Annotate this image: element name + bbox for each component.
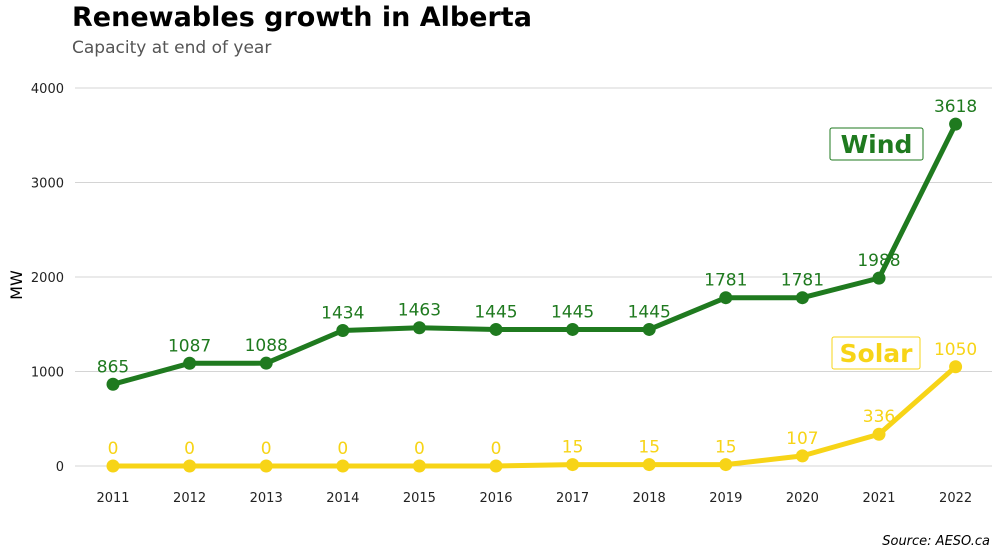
y-tick-label: 1000 <box>31 366 64 381</box>
data-label: 1781 <box>704 271 747 291</box>
data-label: 865 <box>97 357 129 377</box>
series-line-solar <box>110 364 959 469</box>
data-label: 1445 <box>474 302 517 322</box>
data-point <box>719 291 733 305</box>
chart-title: Renewables growth in Alberta <box>72 2 532 33</box>
data-point <box>259 356 273 370</box>
data-point <box>642 458 656 472</box>
data-point <box>183 459 197 473</box>
data-point <box>259 459 273 473</box>
y-tick-label: 4000 <box>31 82 64 97</box>
data-point <box>872 427 886 441</box>
data-label: 1463 <box>398 301 441 321</box>
x-tick-label: 2017 <box>556 491 589 506</box>
x-tick-label: 2014 <box>326 491 359 506</box>
data-point <box>412 459 426 473</box>
data-point <box>183 356 197 370</box>
data-label: 0 <box>108 439 119 459</box>
data-label: 1445 <box>628 302 671 322</box>
data-point <box>949 117 963 131</box>
data-point <box>106 377 120 391</box>
series-name-label-solar: Solar <box>831 336 921 370</box>
y-tick-label: 3000 <box>31 177 64 192</box>
y-tick-label: 0 <box>56 460 64 475</box>
x-tick-label: 2022 <box>939 491 972 506</box>
data-point <box>949 360 963 374</box>
data-label: 1087 <box>168 336 211 356</box>
x-tick-label: 2011 <box>96 491 129 506</box>
data-label: 15 <box>638 438 660 458</box>
data-label: 1434 <box>321 303 364 323</box>
data-label: 1050 <box>934 340 977 360</box>
data-point <box>872 271 886 285</box>
data-point <box>489 322 503 336</box>
data-label: 3618 <box>934 97 977 117</box>
data-label: 0 <box>261 439 272 459</box>
y-axis-label: MW <box>7 270 26 300</box>
x-tick-label: 2018 <box>633 491 666 506</box>
data-point <box>566 322 580 336</box>
x-tick-label: 2012 <box>173 491 206 506</box>
data-point <box>106 459 120 473</box>
series-solar: 0 0 0 0 0 0 15 15 15 107 336 1050 <box>106 340 977 473</box>
source-note: Source: AESO.ca <box>882 534 990 549</box>
data-label: 0 <box>414 439 425 459</box>
label-box <box>829 127 924 161</box>
x-tick-label: 2021 <box>862 491 895 506</box>
x-tick-label: 2016 <box>479 491 512 506</box>
series-wind: 865 1087 1088 1434 1463 1445 1445 1445 1781 1781 1… <box>97 97 977 391</box>
data-point <box>566 458 580 472</box>
data-point <box>642 322 656 336</box>
chart-subtitle: Capacity at end of year <box>72 38 272 58</box>
data-label: 336 <box>863 407 895 427</box>
label-box <box>831 336 921 370</box>
x-tick-label: 2013 <box>250 491 283 506</box>
label-text: Wind <box>841 130 913 159</box>
data-point <box>412 321 426 335</box>
data-label: 1988 <box>857 251 900 271</box>
data-point <box>795 291 809 305</box>
data-label: 107 <box>786 429 818 449</box>
data-point <box>795 449 809 463</box>
data-label: 0 <box>337 439 348 459</box>
data-label: 15 <box>715 438 737 458</box>
data-label: 0 <box>491 439 502 459</box>
x-tick-label: 2015 <box>403 491 436 506</box>
data-label: 1445 <box>551 302 594 322</box>
data-label: 1781 <box>781 271 824 291</box>
data-label: 15 <box>562 438 584 458</box>
series-name-label-wind: Wind <box>829 127 924 161</box>
data-point <box>336 459 350 473</box>
x-tick-label: 2020 <box>786 491 819 506</box>
data-label: 0 <box>184 439 195 459</box>
x-tick-label: 2019 <box>709 491 742 506</box>
data-point <box>489 459 503 473</box>
label-text: Solar <box>840 339 914 368</box>
data-point <box>719 458 733 472</box>
data-point <box>336 323 350 337</box>
data-label: 1088 <box>245 336 288 356</box>
y-tick-label: 2000 <box>31 271 64 286</box>
series-line-wind <box>110 121 959 387</box>
